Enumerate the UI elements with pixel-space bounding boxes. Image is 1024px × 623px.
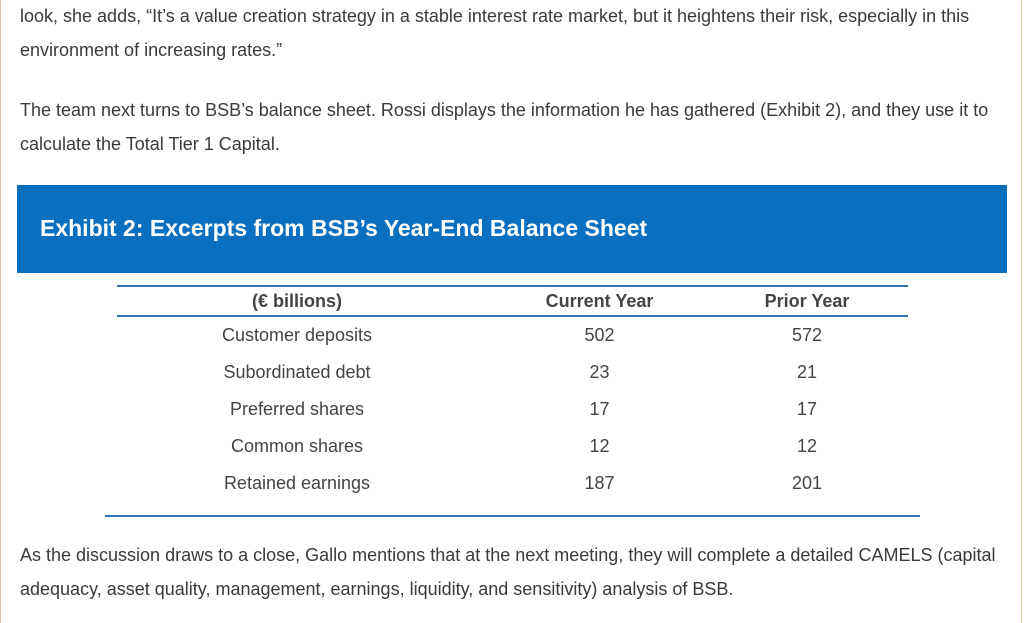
exhibit-header-banner: Exhibit 2: Excerpts from BSB’s Year-End …	[17, 185, 1007, 273]
header-units: (€ billions)	[252, 291, 342, 311]
exhibit-title: Exhibit 2: Excerpts from BSB’s Year-End …	[40, 215, 648, 241]
header-current-year: Current Year	[545, 291, 654, 311]
row-prior-value: 572	[791, 325, 823, 345]
row-label: Common shares	[230, 436, 364, 456]
table-row: Customer deposits 502 572	[117, 317, 908, 354]
row-prior-value: 201	[791, 473, 823, 493]
table-row: Subordinated debt 23 21	[117, 354, 908, 391]
table-top-rule	[117, 285, 908, 287]
header-prior-year: Prior Year	[764, 291, 850, 311]
row-current-value: 17	[589, 399, 610, 419]
table-bottom-rule	[105, 515, 920, 517]
row-current-value: 23	[589, 362, 610, 382]
paragraph-conclusion: As the discussion draws to a close, Gall…	[20, 545, 996, 599]
table-row: Common shares 12 12	[117, 428, 908, 465]
row-label: Retained earnings	[223, 473, 371, 493]
table-row: Retained earnings 187 201	[117, 465, 908, 502]
row-label: Subordinated debt	[223, 362, 371, 382]
row-current-value: 187	[584, 473, 615, 493]
table-row: Preferred shares 17 17	[117, 391, 908, 428]
row-prior-value: 21	[796, 362, 818, 382]
row-label: Customer deposits	[221, 325, 373, 345]
row-label: Preferred shares	[229, 399, 365, 419]
row-prior-value: 12	[796, 436, 818, 456]
row-current-value: 502	[584, 325, 615, 345]
paragraph-intro: look, she adds, “It’s a value creation s…	[20, 6, 970, 60]
paragraph-balance-sheet: The team next turns to BSB’s balance she…	[20, 100, 989, 154]
table-header-rule	[117, 315, 908, 317]
row-current-value: 12	[589, 436, 610, 456]
table-header-row: (€ billions) Current Year Prior Year	[117, 287, 908, 315]
row-prior-value: 17	[796, 399, 818, 419]
